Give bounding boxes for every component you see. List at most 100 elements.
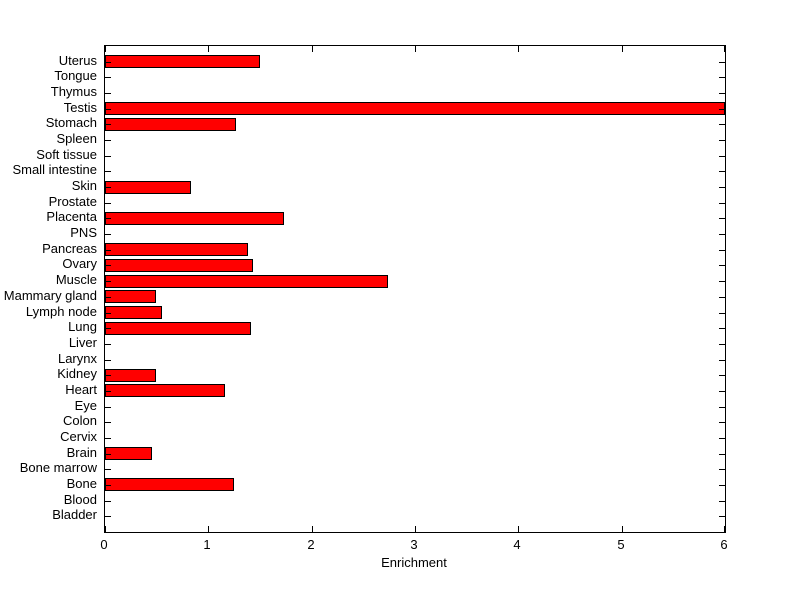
y-tick-label-larynx: Larynx bbox=[57, 350, 97, 366]
y-tick-left-pns bbox=[105, 234, 111, 235]
y-tick-left-colon bbox=[105, 422, 111, 423]
y-tick-label-liver: Liver bbox=[68, 334, 97, 350]
y-tick-right-colon bbox=[719, 422, 725, 423]
y-tick-right-kidney bbox=[719, 375, 725, 376]
y-tick-left-bladder bbox=[105, 516, 111, 517]
bar-heart bbox=[105, 384, 225, 398]
y-tick-label-lung: Lung bbox=[68, 319, 97, 335]
y-tick-label-colon: Colon bbox=[63, 413, 97, 429]
y-tick-left-testis bbox=[105, 109, 111, 110]
y-tick-right-eye bbox=[719, 407, 725, 408]
bar-brain bbox=[105, 447, 152, 461]
y-tick-left-ovary bbox=[105, 265, 111, 266]
y-tick-label-ovary: Ovary bbox=[62, 256, 97, 272]
bar-skin bbox=[105, 180, 191, 194]
y-tick-label-pancreas: Pancreas bbox=[42, 240, 97, 256]
x-tick-top-2 bbox=[312, 46, 313, 52]
y-tick-left-small-intestine bbox=[105, 171, 111, 172]
y-tick-left-kidney bbox=[105, 375, 111, 376]
y-tick-label-cervix: Cervix bbox=[60, 428, 97, 444]
y-tick-right-stomach bbox=[719, 124, 725, 125]
y-tick-left-larynx bbox=[105, 360, 111, 361]
y-tick-right-tongue bbox=[719, 77, 725, 78]
y-tick-label-small-intestine: Small intestine bbox=[12, 162, 97, 178]
y-tick-label-mammary-gland: Mammary gland bbox=[3, 287, 97, 303]
y-tick-label-thymus: Thymus bbox=[50, 84, 97, 100]
y-tick-label-placenta: Placenta bbox=[46, 209, 97, 225]
bar-lung bbox=[105, 321, 251, 335]
y-tick-left-mammary-gland bbox=[105, 297, 111, 298]
y-tick-right-soft-tissue bbox=[719, 156, 725, 157]
y-tick-left-bone bbox=[105, 485, 111, 486]
y-tick-right-bone-marrow bbox=[719, 469, 725, 470]
y-tick-label-muscle: Muscle bbox=[55, 272, 97, 288]
y-tick-right-brain bbox=[719, 454, 725, 455]
y-tick-label-spleen: Spleen bbox=[56, 131, 97, 147]
y-tick-left-prostate bbox=[105, 203, 111, 204]
x-tick-bottom-1 bbox=[208, 526, 209, 532]
bar-ovary bbox=[105, 258, 253, 272]
y-tick-right-lymph-node bbox=[719, 313, 725, 314]
y-tick-right-liver bbox=[719, 344, 725, 345]
y-tick-left-heart bbox=[105, 391, 111, 392]
y-tick-left-placenta bbox=[105, 218, 111, 219]
x-tick-top-3 bbox=[415, 46, 416, 52]
bar-pancreas bbox=[105, 243, 248, 257]
bar-placenta bbox=[105, 211, 284, 225]
x-tick-top-0 bbox=[105, 46, 106, 52]
y-tick-left-blood bbox=[105, 501, 111, 502]
y-tick-left-skin bbox=[105, 187, 111, 188]
y-tick-label-lymph-node: Lymph node bbox=[25, 303, 97, 319]
y-tick-label-bone-marrow: Bone marrow bbox=[19, 460, 97, 476]
y-tick-label-heart: Heart bbox=[65, 381, 97, 397]
y-tick-right-pns bbox=[719, 234, 725, 235]
x-tick-bottom-0 bbox=[105, 526, 106, 532]
bar-mammary-gland bbox=[105, 290, 156, 304]
x-tick-label-0: 0 bbox=[100, 537, 108, 552]
y-tick-right-heart bbox=[719, 391, 725, 392]
y-tick-label-blood: Blood bbox=[63, 491, 97, 507]
x-tick-label-1: 1 bbox=[203, 537, 211, 552]
y-tick-left-spleen bbox=[105, 140, 111, 141]
y-tick-right-bladder bbox=[719, 516, 725, 517]
x-tick-label-5: 5 bbox=[617, 537, 625, 552]
y-tick-right-mammary-gland bbox=[719, 297, 725, 298]
x-tick-top-5 bbox=[622, 46, 623, 52]
y-tick-right-lung bbox=[719, 328, 725, 329]
y-tick-left-soft-tissue bbox=[105, 156, 111, 157]
bar-kidney bbox=[105, 368, 156, 382]
y-tick-left-tongue bbox=[105, 77, 111, 78]
x-tick-bottom-2 bbox=[312, 526, 313, 532]
bar-uterus bbox=[105, 55, 260, 69]
y-tick-right-skin bbox=[719, 187, 725, 188]
y-tick-right-bone bbox=[719, 485, 725, 486]
plot-area bbox=[104, 45, 726, 533]
y-tick-left-lung bbox=[105, 328, 111, 329]
y-tick-right-testis bbox=[719, 109, 725, 110]
x-tick-bottom-4 bbox=[518, 526, 519, 532]
y-tick-left-bone-marrow bbox=[105, 469, 111, 470]
y-tick-right-spleen bbox=[719, 140, 725, 141]
x-tick-top-4 bbox=[518, 46, 519, 52]
y-tick-label-tongue: Tongue bbox=[54, 68, 97, 84]
bar-stomach bbox=[105, 117, 236, 131]
y-tick-left-uterus bbox=[105, 62, 111, 63]
x-tick-label-2: 2 bbox=[307, 537, 315, 552]
y-tick-label-stomach: Stomach bbox=[45, 115, 97, 131]
y-tick-label-testis: Testis bbox=[63, 99, 97, 115]
y-tick-left-muscle bbox=[105, 281, 111, 282]
x-tick-top-1 bbox=[208, 46, 209, 52]
y-tick-left-liver bbox=[105, 344, 111, 345]
y-tick-label-skin: Skin bbox=[71, 178, 97, 194]
x-tick-bottom-3 bbox=[415, 526, 416, 532]
x-tick-label-3: 3 bbox=[410, 537, 418, 552]
y-tick-label-bone: Bone bbox=[66, 475, 97, 491]
x-tick-top-6 bbox=[724, 46, 725, 52]
y-tick-right-cervix bbox=[719, 438, 725, 439]
x-tick-label-6: 6 bbox=[720, 537, 728, 552]
x-tick-bottom-5 bbox=[622, 526, 623, 532]
y-tick-left-pancreas bbox=[105, 250, 111, 251]
y-tick-label-pns: PNS bbox=[70, 225, 97, 241]
y-tick-left-brain bbox=[105, 454, 111, 455]
